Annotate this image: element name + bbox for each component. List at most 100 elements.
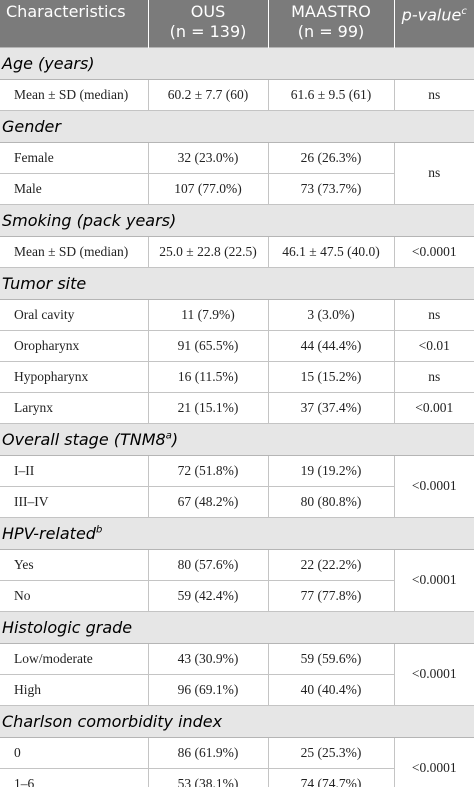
ous-cell: 96 (69.1%)	[147, 673, 269, 706]
header-row: Characteristics OUS (n = 139) MAASTRO (n =…	[0, 0, 474, 47]
maastro-cell: 25 (25.3%)	[267, 736, 395, 769]
p-value-cell: <0.0001	[393, 736, 474, 787]
ous-cell: 21 (15.1%)	[147, 391, 269, 424]
header-name: p-value	[401, 5, 462, 25]
row-label: Low/moderate	[0, 642, 149, 675]
ous-cell: 91 (65.5%)	[147, 329, 269, 362]
p-value-cell: <0.001	[393, 391, 474, 424]
row-label: Mean ± SD (median)	[0, 78, 149, 111]
section-row: Charlson comorbidity index	[0, 704, 474, 738]
data-row: Low/moderate 43 (30.9%) 59 (59.6%) <0.0001	[0, 642, 474, 706]
data-row: Mean ± SD (median) 60.2 ± 7.7 (60) 61.6 ± …	[0, 78, 474, 111]
row-label: High	[0, 673, 149, 706]
section-title: Smoking (pack years)	[2, 210, 177, 230]
section-title-cell: HPV-relatedb	[0, 516, 474, 550]
p-value-cell: ns	[393, 78, 474, 111]
section-row: Overall stage (TNM8a)	[0, 422, 474, 456]
data-row: No 59 (42.4%) 77 (77.8%)	[0, 579, 474, 612]
section-row: Gender	[0, 109, 474, 143]
row-label: Female	[0, 141, 149, 174]
data-row: Hypopharynx 16 (11.5%) 15 (15.2%) ns	[0, 360, 474, 393]
data-row: 0 86 (61.9%) 25 (25.3%) <0.0001	[0, 736, 474, 787]
ous-cell: 80 (57.6%)	[147, 548, 269, 581]
footnote-mark: c	[461, 6, 467, 17]
maastro-cell: 19 (19.2%)	[267, 454, 395, 487]
header-cell: OUS (n = 139)	[147, 0, 268, 47]
p-value-cell: ns	[393, 141, 474, 205]
maastro-cell: 26 (26.3%)	[267, 141, 395, 174]
data-row: High 96 (69.1%) 40 (40.4%)	[0, 673, 474, 706]
section-row: Smoking (pack years)	[0, 203, 474, 237]
p-value-cell: <0.0001	[393, 454, 474, 518]
data-row: Female 32 (23.0%) 26 (26.3%) ns	[0, 141, 474, 205]
data-row: Oropharynx 91 (65.5%) 44 (44.4%) <0.01	[0, 329, 474, 362]
maastro-cell: 74 (74.7%)	[267, 767, 394, 787]
table-body: Age (years) Mean ± SD (median) 60.2 ± 7.7 …	[0, 46, 474, 787]
data-row: III–IV 67 (48.2%) 80 (80.8%)	[0, 485, 474, 518]
section-title-cell: Charlson comorbidity index	[0, 704, 474, 738]
maastro-cell: 22 (22.2%)	[267, 548, 395, 581]
row-label: III–IV	[0, 485, 149, 518]
header-cell: Characteristics	[0, 0, 148, 47]
ous-cell: 60.2 ± 7.7 (60)	[147, 78, 269, 111]
ous-cell: 16 (11.5%)	[147, 360, 269, 393]
section-title: Tumor site	[2, 273, 87, 293]
data-row: I–II 72 (51.8%) 19 (19.2%) <0.0001	[0, 454, 474, 518]
ous-cell: 107 (77.0%)	[147, 172, 269, 205]
maastro-cell: 77 (77.8%)	[267, 579, 394, 612]
maastro-cell: 3 (3.0%)	[267, 298, 395, 331]
section-title: Overall stage (TNM8	[2, 429, 166, 449]
section-title: Charlson comorbidity index	[2, 711, 223, 731]
ous-cell: 32 (23.0%)	[147, 141, 269, 174]
row-label: No	[0, 579, 149, 612]
section-title: Histologic grade	[2, 617, 133, 637]
row-label: Oral cavity	[0, 298, 149, 331]
row-label: Hypopharynx	[0, 360, 149, 393]
ous-cell: 59 (42.4%)	[147, 579, 269, 612]
header-sub: (n = 139)	[169, 22, 247, 41]
header-cell: MAASTRO (n = 99)	[267, 0, 394, 47]
row-label: I–II	[0, 454, 149, 487]
ous-cell: 86 (61.9%)	[147, 736, 269, 769]
maastro-cell: 80 (80.8%)	[267, 485, 394, 518]
row-label: Larynx	[0, 391, 149, 424]
section-title: Age (years)	[2, 53, 95, 73]
row-label: Oropharynx	[0, 329, 149, 362]
header-name: OUS	[190, 2, 226, 21]
section-title-cell: Smoking (pack years)	[0, 203, 474, 237]
row-label: 1–6	[0, 767, 149, 787]
p-value-cell: ns	[393, 360, 474, 393]
p-value-cell: <0.0001	[393, 548, 474, 612]
section-title-end: )	[171, 429, 179, 449]
ous-cell: 11 (7.9%)	[147, 298, 269, 331]
section-title: Gender	[2, 116, 61, 136]
data-row: Male 107 (77.0%) 73 (73.7%)	[0, 172, 474, 205]
maastro-cell: 46.1 ± 47.5 (40.0)	[267, 235, 395, 268]
maastro-cell: 73 (73.7%)	[267, 172, 394, 205]
header-sub: (n = 99)	[297, 22, 365, 41]
p-value-cell: <0.01	[393, 329, 474, 362]
maastro-cell: 15 (15.2%)	[267, 360, 395, 393]
maastro-cell: 37 (37.4%)	[267, 391, 395, 424]
section-title-cell: Gender	[0, 109, 474, 143]
data-row: Larynx 21 (15.1%) 37 (37.4%) <0.001	[0, 391, 474, 424]
section-row: Age (years)	[0, 46, 474, 80]
header-cell: p-valuec	[393, 0, 474, 47]
data-row: Yes 80 (57.6%) 22 (22.2%) <0.0001	[0, 548, 474, 612]
maastro-cell: 59 (59.6%)	[267, 642, 395, 675]
row-label: Yes	[0, 548, 149, 581]
p-value-cell: <0.0001	[393, 235, 474, 268]
row-label: Mean ± SD (median)	[0, 235, 149, 268]
maastro-cell: 61.6 ± 9.5 (61)	[267, 78, 395, 111]
section-row: HPV-relatedb	[0, 516, 474, 550]
section-title-cell: Overall stage (TNM8a)	[0, 422, 474, 456]
row-label: Male	[0, 172, 149, 205]
footnote-mark: b	[95, 524, 103, 536]
data-row: Mean ± SD (median) 25.0 ± 22.8 (22.5) 46.1…	[0, 235, 474, 268]
section-title-cell: Histologic grade	[0, 610, 474, 644]
section-title: HPV-related	[2, 523, 96, 543]
section-row: Histologic grade	[0, 610, 474, 644]
maastro-cell: 44 (44.4%)	[267, 329, 395, 362]
